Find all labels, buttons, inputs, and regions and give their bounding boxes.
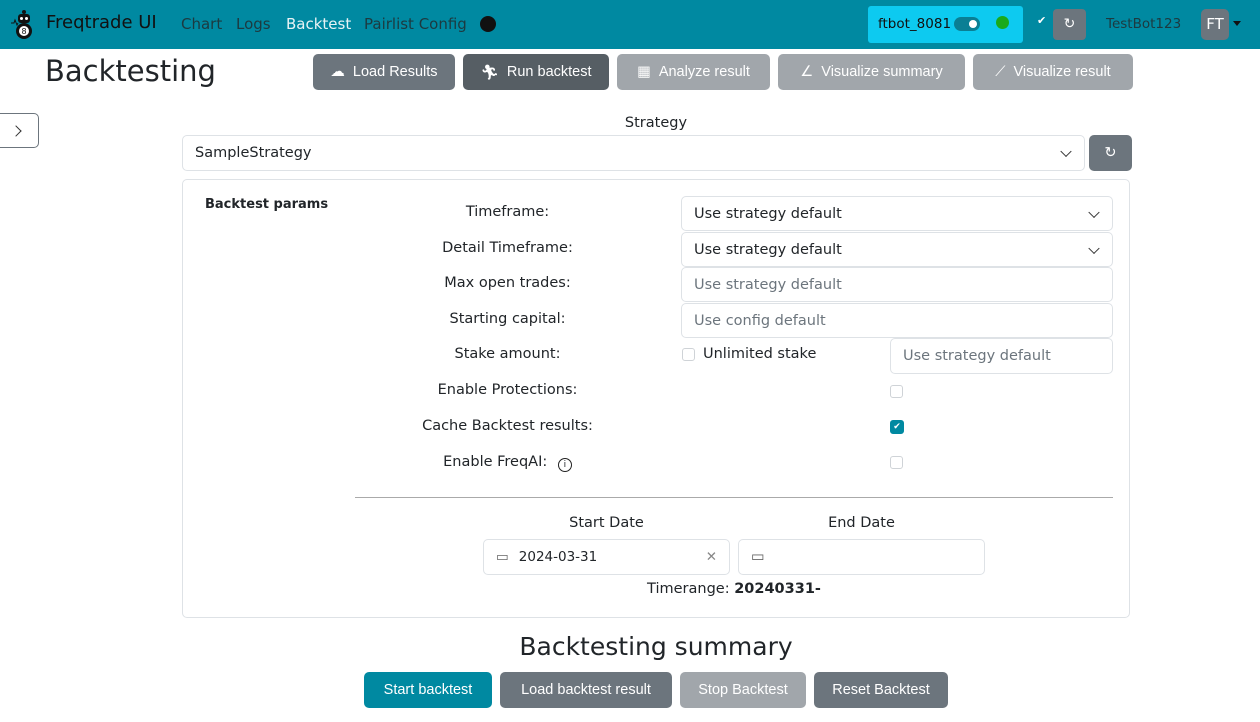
analyze-result-button[interactable]: ▦ Analyze result — [617, 54, 770, 90]
nav-chart[interactable]: Chart — [181, 15, 223, 33]
starting-capital-label: Starting capital: — [449, 311, 566, 327]
run-icon: 🏃︎ — [480, 64, 499, 81]
start-backtest-button[interactable]: Start backtest — [364, 672, 492, 708]
timerange-value: 20240331- — [734, 581, 821, 597]
end-date-input[interactable]: ▭ — [738, 539, 985, 575]
value: Use strategy default — [694, 205, 842, 222]
chevron-down-icon — [1060, 145, 1072, 158]
cache-label: Cache Backtest results: — [422, 418, 593, 434]
check-icon: ✔ — [1037, 14, 1047, 27]
summary-title: Backtesting summary — [519, 632, 793, 661]
reset-backtest-button[interactable]: Reset Backtest — [814, 672, 948, 708]
params-heading: Backtest params — [205, 197, 329, 212]
chevron-down-icon — [1088, 206, 1100, 218]
backtest-params-card — [182, 179, 1130, 618]
chart-line-icon: ∠ — [800, 64, 814, 80]
cache-checkbox[interactable]: ✔ — [890, 420, 904, 434]
max-open-trades-input[interactable]: Use strategy default — [681, 267, 1113, 302]
refresh-button[interactable]: ↻ — [1053, 9, 1086, 40]
stake-amount-label: Stake amount: — [454, 346, 561, 362]
info-icon[interactable]: i — [557, 458, 572, 472]
max-open-trades-label: Max open trades: — [444, 275, 571, 291]
bot-name: ftbot_8081 — [878, 16, 952, 32]
strategy-select[interactable]: SampleStrategy — [182, 135, 1085, 171]
value: Use strategy default — [694, 241, 842, 258]
bot-status-dot — [996, 16, 1009, 29]
run-backtest-button[interactable]: 🏃︎ Run backtest — [463, 54, 609, 90]
label: Load Results — [352, 64, 438, 80]
protections-checkbox[interactable] — [890, 385, 903, 398]
page-title: Backtesting — [45, 54, 216, 88]
freqai-label: Enable FreqAI: i — [355, 454, 660, 472]
clear-icon[interactable]: ✕ — [705, 549, 717, 565]
starting-capital-input[interactable]: Use config default — [681, 303, 1113, 338]
start-date-label: Start Date — [569, 515, 644, 531]
avatar[interactable]: FT — [1201, 9, 1229, 40]
chevron-down-icon — [1088, 242, 1100, 254]
svg-text:8: 8 — [21, 27, 26, 36]
unlimited-stake-label: Unlimited stake — [703, 346, 817, 362]
navbar: 8 Freqtrade UI Chart Logs Backtest Pairl… — [0, 0, 1260, 49]
timeframe-label: Timeframe: — [465, 204, 550, 220]
calendar-icon: ▭ — [496, 549, 509, 565]
label: Analyze result — [658, 64, 750, 80]
visualize-summary-button[interactable]: ∠ Visualize summary — [778, 54, 965, 90]
nav-pairlist-config[interactable]: Pairlist Config — [364, 15, 467, 33]
freqai-label-text: Enable FreqAI: — [443, 454, 548, 470]
unlimited-stake-checkbox[interactable] — [682, 348, 695, 361]
end-date-label: End Date — [828, 515, 895, 531]
strategy-value: SampleStrategy — [195, 145, 312, 161]
load-backtest-result-button[interactable]: Load backtest result — [500, 672, 672, 708]
placeholder: Use config default — [694, 312, 826, 329]
divider — [355, 497, 1113, 498]
value: 2024-03-31 — [518, 549, 598, 565]
timeframe-select[interactable]: Use strategy default — [681, 196, 1113, 231]
nav-backtest[interactable]: Backtest — [286, 15, 352, 33]
chart-scatter-icon: ⟋ — [995, 64, 1006, 80]
chevron-down-icon[interactable] — [1233, 21, 1241, 30]
user-name[interactable]: TestBot123 — [1106, 16, 1182, 32]
table-icon: ▦ — [637, 64, 651, 80]
brand-title[interactable]: Freqtrade UI — [46, 12, 157, 33]
load-results-button[interactable]: ☁ Load Results — [313, 54, 455, 90]
stop-backtest-button[interactable]: Stop Backtest — [680, 672, 806, 708]
bot-toggle[interactable] — [954, 17, 980, 31]
protections-label: Enable Protections: — [437, 382, 578, 398]
nav-logs[interactable]: Logs — [236, 15, 271, 33]
visualize-result-button[interactable]: ⟋ Visualize result — [973, 54, 1133, 90]
freqai-checkbox[interactable] — [890, 456, 903, 469]
refresh-icon: ↻ — [1104, 145, 1117, 161]
placeholder: Use strategy default — [694, 276, 842, 293]
label: Visualize summary — [821, 64, 943, 80]
label: Run backtest — [506, 64, 592, 80]
label: Visualize result — [1013, 64, 1111, 80]
logo-icon[interactable]: 8 — [11, 9, 37, 41]
chevron-right-icon — [10, 125, 22, 137]
detail-timeframe-select[interactable]: Use strategy default — [681, 232, 1113, 267]
placeholder: Use strategy default — [903, 348, 1051, 364]
strategy-label: Strategy — [624, 115, 688, 131]
start-date-input[interactable]: ▭ 2024-03-31 ✕ — [483, 539, 730, 575]
calendar-icon: ▭ — [751, 549, 765, 565]
bot-selector[interactable]: ftbot_8081 — [868, 6, 1023, 43]
theme-toggle-icon[interactable] — [480, 16, 496, 32]
stake-amount-input[interactable]: Use strategy default — [890, 338, 1113, 374]
sidebar-toggle-button[interactable] — [0, 113, 39, 148]
timerange: Timerange: 20240331- — [483, 581, 985, 597]
reload-strategies-button[interactable]: ↻ — [1089, 135, 1132, 171]
detail-timeframe-label: Detail Timeframe: — [442, 240, 573, 256]
cloud-download-icon: ☁ — [330, 64, 345, 80]
timerange-label: Timerange: — [647, 581, 730, 597]
